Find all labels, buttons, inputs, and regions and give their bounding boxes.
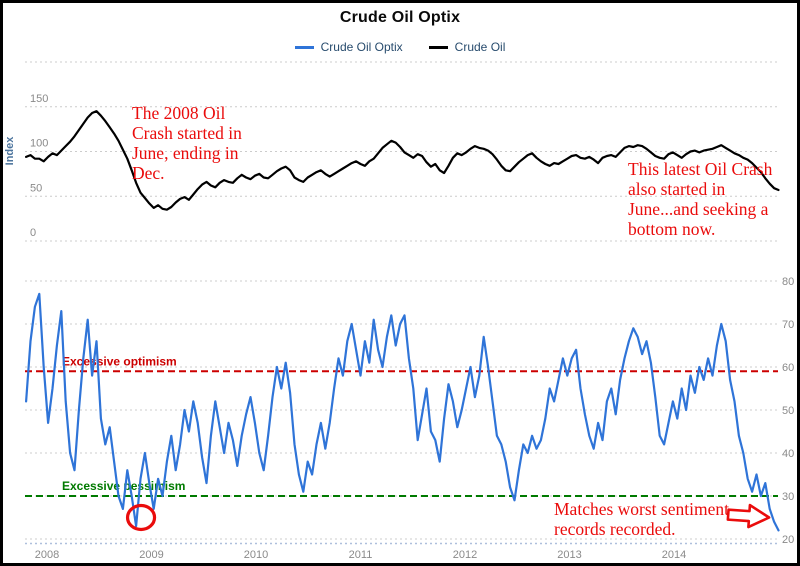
x-tick-label: 2010 <box>244 549 268 561</box>
panel1-ytick-label: 50 <box>30 182 42 194</box>
x-tick-label: 2009 <box>139 549 163 561</box>
optix-series-line <box>25 292 780 532</box>
legend-item-crude-oil[interactable]: Crude Oil <box>428 40 506 54</box>
optix-line-swatch-icon <box>294 45 314 49</box>
panel2-ytick-label: 20 <box>782 534 794 546</box>
crude-oil-series-line <box>25 110 780 211</box>
optimism-threshold-label: Excessive optimism <box>62 354 177 368</box>
chart-title: Crude Oil Optix <box>339 9 461 26</box>
x-tick-label: 2012 <box>453 549 477 561</box>
crude-oil-line-swatch-icon <box>428 45 448 49</box>
x-tick-label: 2014 <box>662 549 686 561</box>
low-point-circle-annotation <box>125 503 157 532</box>
panel1-ytick-label: 100 <box>30 138 48 150</box>
pessimism-threshold-label: Excessive pessimism <box>62 479 185 493</box>
annotation-2014-crash: This latest Oil Crash also started in Ju… <box>628 159 773 239</box>
right-arrow-icon <box>726 503 771 529</box>
x-tick-label: 2011 <box>349 549 373 561</box>
panel2-ytick-label: 50 <box>782 405 794 417</box>
index-axis-title: Index <box>4 136 16 166</box>
legend-label-optix: Crude Oil Optix <box>320 40 403 54</box>
panel2-ytick-label: 60 <box>782 362 794 374</box>
dual-panel-line-chart: 150 100 50 0 Index 20 30 40 50 60 70 80 2008 2009 2010… <box>4 61 794 561</box>
panel1-ytick-label: 150 <box>30 93 48 105</box>
panel2-ytick-label: 70 <box>782 319 794 331</box>
legend-label-crude-oil: Crude Oil <box>454 40 506 54</box>
x-tick-label: 2013 <box>557 549 581 561</box>
panel1-ytick-label: 0 <box>30 227 36 239</box>
annotation-2008-crash: The 2008 Oil Crash started in June, endi… <box>132 103 242 183</box>
panel2-ytick-label: 40 <box>782 448 794 460</box>
legend-item-optix[interactable]: Crude Oil Optix <box>294 40 403 54</box>
panel2-ytick-label: 30 <box>782 491 794 503</box>
x-tick-label: 2008 <box>35 549 59 561</box>
panel2-ytick-label: 80 <box>782 276 794 288</box>
legend: Crude Oil Optix Crude Oil <box>3 40 797 54</box>
annotation-worst-sentiment: Matches worst sentiment records recorded… <box>554 499 729 539</box>
